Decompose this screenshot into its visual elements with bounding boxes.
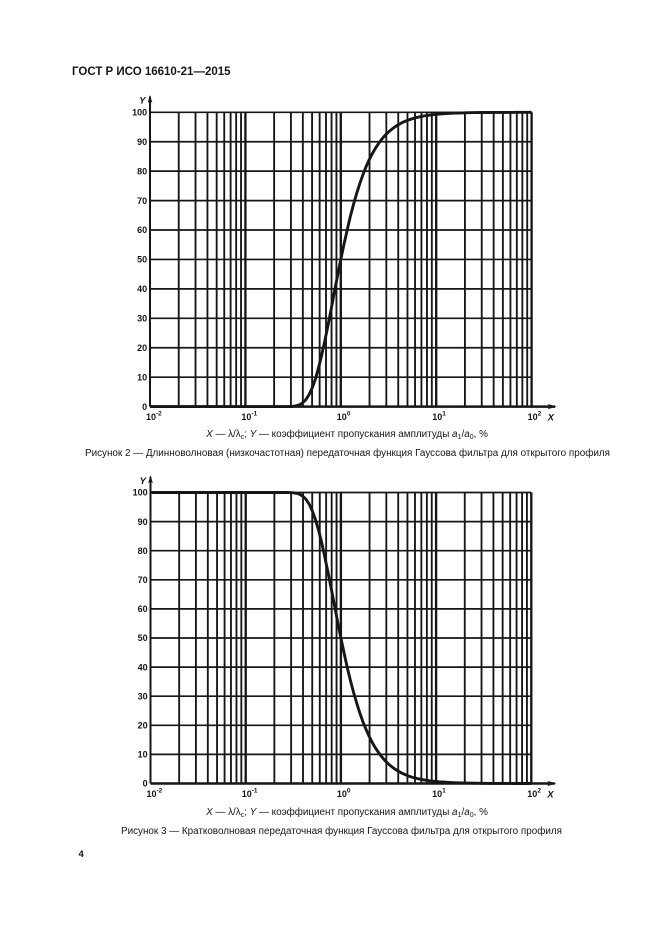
svg-text:100: 100 bbox=[337, 411, 351, 423]
svg-text:50: 50 bbox=[137, 255, 147, 265]
svg-text:X: X bbox=[546, 789, 554, 800]
svg-text:100: 100 bbox=[133, 488, 148, 498]
svg-text:90: 90 bbox=[137, 137, 147, 147]
svg-text:70: 70 bbox=[138, 575, 148, 585]
svg-text:100: 100 bbox=[337, 788, 351, 800]
svg-text:102: 102 bbox=[528, 411, 542, 423]
svg-text:50: 50 bbox=[138, 633, 148, 643]
svg-text:Y: Y bbox=[140, 476, 148, 487]
svg-text:80: 80 bbox=[137, 166, 147, 176]
svg-text:40: 40 bbox=[138, 662, 148, 672]
svg-text:60: 60 bbox=[137, 225, 147, 235]
svg-text:30: 30 bbox=[137, 314, 147, 324]
svg-text:90: 90 bbox=[138, 517, 148, 527]
svg-text:0: 0 bbox=[142, 402, 147, 412]
svg-text:10: 10 bbox=[138, 750, 148, 760]
svg-text:0: 0 bbox=[143, 779, 148, 789]
svg-text:10: 10 bbox=[137, 372, 147, 382]
svg-text:101: 101 bbox=[432, 411, 446, 423]
svg-text:102: 102 bbox=[527, 788, 541, 800]
svg-text:20: 20 bbox=[138, 721, 148, 731]
svg-text:80: 80 bbox=[138, 546, 148, 556]
svg-text:X: X bbox=[547, 413, 555, 424]
svg-text:10-1: 10-1 bbox=[242, 788, 258, 800]
svg-text:100: 100 bbox=[132, 108, 147, 118]
svg-text:10-2: 10-2 bbox=[146, 411, 162, 423]
svg-text:40: 40 bbox=[137, 284, 147, 294]
svg-text:20: 20 bbox=[137, 343, 147, 353]
svg-text:60: 60 bbox=[138, 604, 148, 614]
svg-text:101: 101 bbox=[432, 788, 446, 800]
svg-text:10-2: 10-2 bbox=[147, 788, 163, 800]
svg-text:30: 30 bbox=[138, 691, 148, 701]
svg-text:10-1: 10-1 bbox=[241, 411, 257, 423]
svg-text:Y: Y bbox=[139, 96, 147, 107]
svg-text:70: 70 bbox=[137, 196, 147, 206]
